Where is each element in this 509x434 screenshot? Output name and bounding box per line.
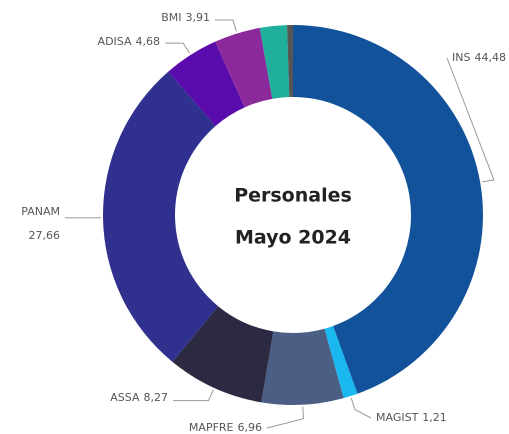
leader-line [350, 397, 372, 419]
slice-value: 4,68 [136, 35, 161, 48]
slice-value: 1,21 [422, 411, 447, 424]
leader-line [165, 42, 191, 54]
donut-segment [261, 328, 344, 405]
chart-subtitle: Mayo 2024 [235, 227, 351, 249]
slice-label: ASSA 8,27 [110, 391, 168, 404]
slice-label: MAGIST 1,21 [376, 411, 447, 424]
leader-line [215, 19, 237, 32]
slice-value: 8,27 [144, 391, 169, 404]
slice-name: ADISA [98, 35, 132, 48]
slice-name: BMI [161, 11, 181, 24]
donut-segment [324, 326, 358, 399]
leader-line [446, 57, 495, 183]
slice-label: MAPFRE 6,96 [189, 421, 262, 434]
slice-name: ASSA [110, 391, 140, 404]
slice-name: PANAM [21, 205, 60, 218]
donut-segment [259, 25, 290, 99]
slice-value: 44,48 [474, 51, 506, 64]
slice-name: MAGIST [376, 411, 419, 424]
slice-label: BMI 3,91 [161, 11, 210, 24]
donut-segment [287, 25, 293, 98]
leader-line [266, 406, 304, 429]
slice-value: 3,91 [186, 11, 211, 24]
donut-segment [172, 306, 274, 403]
donut-segment [103, 71, 219, 362]
slice-name: INS [452, 51, 470, 64]
slice-value: 27,66 [29, 229, 61, 242]
slice-value: 6,96 [238, 421, 263, 434]
donut-segment [168, 41, 245, 126]
slice-label: ADISA 4,68 [98, 35, 160, 48]
slice-name: MAPFRE [189, 421, 234, 434]
donut-segment [293, 25, 484, 394]
donut-segment [215, 27, 273, 108]
chart-title: Personales [234, 185, 352, 207]
leader-line [173, 389, 214, 402]
slice-label: INS 44,48 [452, 51, 506, 64]
